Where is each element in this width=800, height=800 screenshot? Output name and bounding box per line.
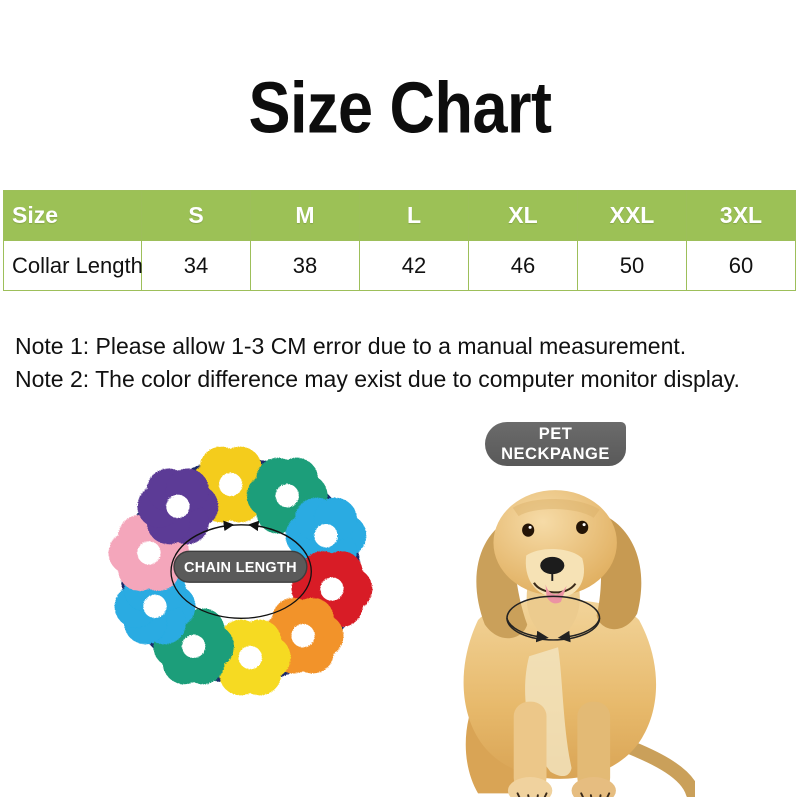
svg-text:CHAIN LENGTH: CHAIN LENGTH — [184, 560, 297, 576]
